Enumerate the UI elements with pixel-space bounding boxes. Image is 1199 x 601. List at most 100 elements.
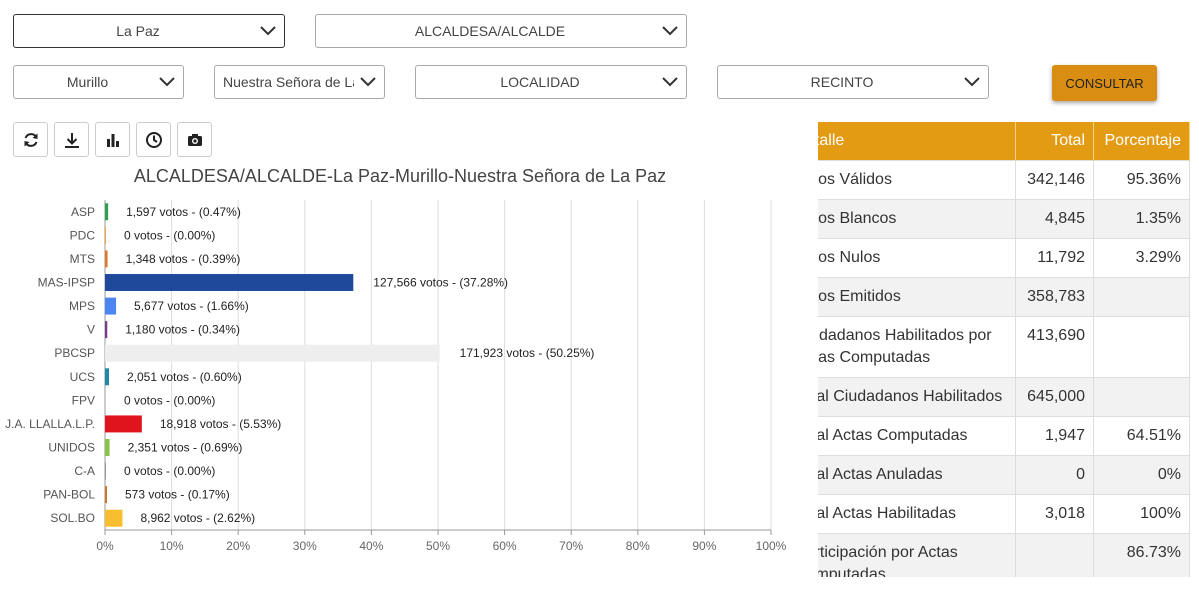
departamento-select[interactable]: La Paz [13,14,285,48]
refresh-icon [24,132,37,147]
row-percent: 64.51% [1093,415,1190,456]
history-button[interactable] [136,122,171,157]
row-label: Ciudadanos Habilitados por Actas Computa… [818,315,1017,378]
bar [105,391,106,409]
row-total: 413,690 [1015,315,1094,378]
chevron-down-icon [360,77,376,87]
header-detalle: Detalle [818,122,1017,160]
data-label: 2,351 votos - (0.69%) [128,441,243,455]
localidad-select[interactable]: LOCALIDAD [415,65,687,99]
provincia-select[interactable]: Murillo [13,65,184,99]
row-label: Votos Válidos [818,159,1017,200]
category-label: UNIDOS [48,441,95,455]
bar [105,250,108,268]
row-percent [1093,276,1190,317]
header-total: Total [1015,122,1094,160]
localidad-value: LOCALIDAD [500,74,580,90]
bar [105,509,123,527]
bar [105,203,109,221]
x-tick-label: 50% [426,539,450,553]
chart-title: ALCALDESA/ALCALDE-La Paz-Murillo-Nuestra… [133,166,667,186]
x-tick-label: 100% [756,539,787,553]
row-percent: 3.29% [1093,237,1190,278]
municipio-value: Nuestra Señora de La Paz [223,74,354,90]
data-label: 0 votos - (0.00%) [124,228,215,242]
category-label: PAN-BOL [43,488,95,502]
data-label: 8,962 votos - (2.62%) [140,511,255,525]
category-label: PBCSP [54,346,95,360]
bar [105,344,440,362]
data-label: 127,566 votos - (37.28%) [373,276,508,290]
row-total: 3,018 [1015,493,1094,534]
x-tick-label: 20% [226,539,250,553]
row-total: 1,947 [1015,415,1094,456]
category-label: FPV [72,393,95,407]
consultar-button[interactable]: CONSULTAR [1052,65,1157,101]
data-label: 1,180 votos - (0.34%) [125,323,240,337]
header-porcentaje: Porcentaje [1093,122,1190,160]
bar [105,274,354,291]
chart-button[interactable] [95,122,130,157]
cargo-select[interactable]: ALCALDESA/ALCALDE [315,14,687,48]
row-total: 342,146 [1015,159,1094,200]
data-label: 1,597 votos - (0.47%) [126,205,241,219]
row-label: Total Actas Computadas [818,415,1017,456]
data-label: 171,923 votos - (50.25%) [460,346,595,360]
data-label: 1,348 votos - (0.39%) [126,252,241,266]
clock-icon [145,131,162,148]
bar [105,462,106,480]
category-label: MPS [69,299,95,313]
departamento-value: La Paz [116,23,160,39]
bar [105,321,108,339]
results-table: Detalle Total Porcentaje Votos Válidos34… [818,122,1190,577]
category-label: ASP [71,205,95,219]
cargo-value: ALCALDESA/ALCALDE [414,23,566,39]
table-row: Participación por Actas Computadas 86.73% [818,532,1190,577]
row-percent: 95.36% [1093,159,1190,200]
table-row: Ciudadanos Habilitados por Actas Computa… [818,315,1190,378]
bar [105,226,106,244]
row-percent: 100% [1093,493,1190,534]
category-label: J.A. LLALLA.L.P. [5,417,95,431]
data-label: 0 votos - (0.00%) [124,393,215,407]
provincia-value: Murillo [66,74,109,90]
refresh-button[interactable] [13,122,48,157]
row-total: 645,000 [1015,376,1094,417]
row-label: Votos Blancos [818,198,1017,239]
bar [105,439,110,456]
row-label: Total Actas Habilitadas [818,493,1017,534]
camera-icon [187,133,202,146]
category-label: MAS-IPSP [38,276,95,290]
bar [105,486,107,504]
x-tick-label: 90% [692,539,716,553]
row-percent: 86.73% [1093,532,1190,577]
chevron-down-icon [662,26,678,36]
row-percent [1093,315,1190,378]
bar-chart-icon [106,133,119,147]
row-total [1015,532,1094,577]
municipio-select[interactable]: Nuestra Señora de La Paz [214,65,385,99]
x-tick-label: 30% [293,539,317,553]
bar [105,368,109,386]
chevron-down-icon [159,77,175,87]
chevron-down-icon [964,77,980,87]
download-button[interactable] [54,122,89,157]
row-label: Participación por Actas Computadas [818,532,1017,577]
recinto-select[interactable]: RECINTO [717,65,989,99]
screenshot-button[interactable] [177,122,212,157]
bar [105,297,117,315]
row-percent: 1.35% [1093,198,1190,239]
row-percent [1093,376,1190,417]
x-tick-label: 60% [493,539,517,553]
row-total: 358,783 [1015,276,1094,317]
category-label: MTS [70,252,95,266]
results-table-container: Detalle Total Porcentaje Votos Válidos34… [818,122,1190,577]
row-total: 4,845 [1015,198,1094,239]
